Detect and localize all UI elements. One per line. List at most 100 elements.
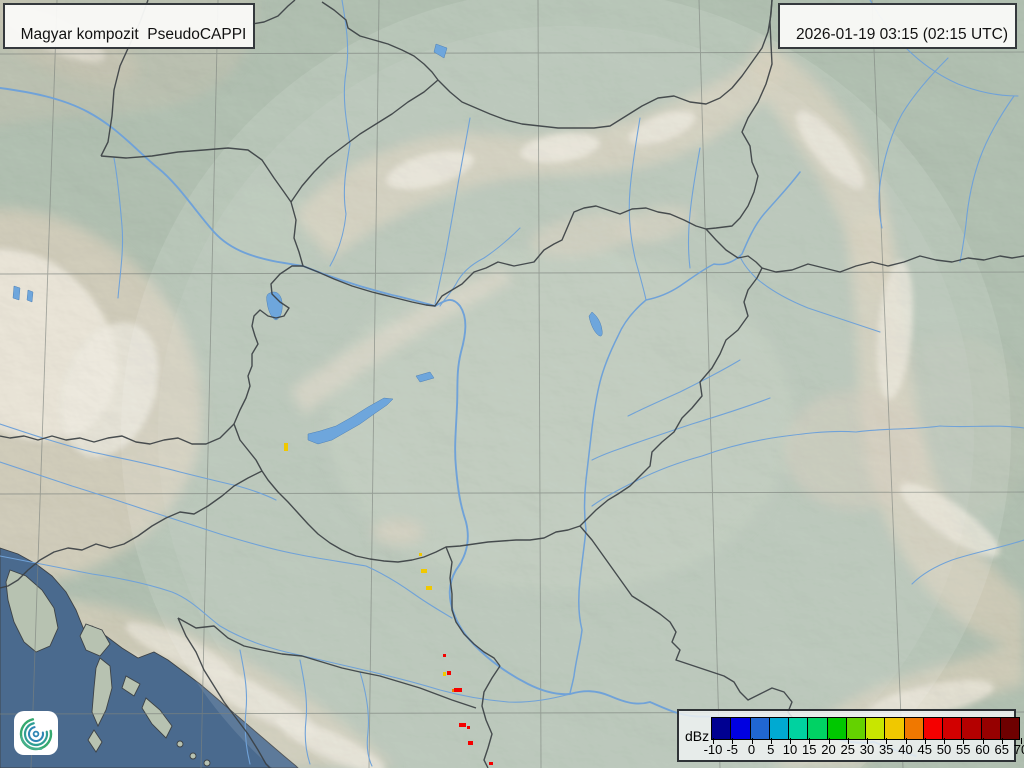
radar-coverage-circle (121, 0, 1011, 768)
hernad-river (628, 117, 647, 301)
lakes (12, 43, 603, 445)
legend-tick-label: 15 (802, 742, 817, 757)
legend-tick-mark (982, 738, 984, 744)
timestamp-label: 2026-01-19 03:15 (02:15 UTC) (796, 26, 1008, 43)
island (91, 657, 113, 728)
radar-echo (419, 553, 422, 556)
radar-echo (454, 688, 462, 692)
serbian-romanian-border (579, 525, 809, 727)
legend-tick-mark (886, 738, 888, 744)
island (189, 752, 197, 760)
legend-tick-mark (770, 738, 772, 744)
radar-echoes (284, 443, 493, 765)
istria-peninsula (5, 569, 59, 653)
legend-tick-mark (809, 738, 811, 744)
legend-color-cell (999, 717, 1020, 740)
siret-river (959, 95, 1015, 263)
radar-echo (284, 443, 288, 451)
legend-color-cell (730, 717, 751, 740)
czech-slovak-border (290, 79, 439, 203)
island (121, 675, 141, 697)
legend-color-cell (922, 717, 943, 740)
legend-tick-mark (713, 738, 714, 744)
legend-tick-label: 0 (747, 742, 756, 757)
legend-color-cell (749, 717, 770, 740)
lake-tisza (588, 311, 603, 337)
island (141, 697, 173, 739)
legend-tick-label: 40 (898, 742, 913, 757)
legend-tick-mark (847, 738, 849, 744)
legend-color-cell (884, 717, 905, 740)
adriatic-sea (0, 547, 299, 768)
radar-echo (467, 726, 470, 729)
legend-color-cell (768, 717, 789, 740)
ukrainian-romanian-border (761, 255, 1024, 273)
legend-tick-label: 10 (782, 742, 798, 757)
vrbas-river (299, 659, 311, 765)
lake-velence (415, 371, 435, 383)
legend-tick-label: 50 (936, 742, 952, 757)
legend-tick-label: -5 (726, 742, 739, 757)
island (79, 623, 111, 657)
lake-neusiedl (266, 291, 283, 321)
olt-river (911, 539, 1024, 585)
legend-tick-mark (924, 738, 926, 744)
legend-color-cell (845, 717, 866, 740)
legend-tick-label: 20 (821, 742, 836, 757)
legend-tick-mark (944, 738, 945, 744)
legend-tick-label: 55 (956, 742, 971, 757)
radar-echo (452, 689, 454, 692)
legend-tick-label: 60 (975, 742, 990, 757)
legend-color-cell (865, 717, 886, 740)
una-river (239, 649, 251, 765)
radar-coverage-inner-circle (158, 26, 974, 768)
legend-tick-label: 35 (879, 742, 894, 757)
czech-polish-border (251, 0, 439, 81)
croatian-bosnian-border (177, 617, 477, 709)
serbian-bosnian-border (481, 665, 501, 768)
radar-echo (426, 586, 432, 590)
austrian-slovenian-border (0, 423, 235, 445)
legend-color-cell (788, 717, 809, 740)
legend-colorbar (711, 717, 1020, 740)
legend-tick-mark (867, 738, 868, 744)
legend-color-cell (711, 717, 732, 740)
vah-river (329, 0, 351, 267)
radar-echo (443, 654, 446, 657)
alpine-lake (12, 285, 21, 301)
hungary-border (233, 205, 763, 563)
radar-echo (443, 672, 446, 676)
legend-tick-mark (790, 738, 791, 744)
legend-color-cell (807, 717, 828, 740)
mura-river (0, 423, 277, 501)
legend-tick-label: 25 (840, 742, 855, 757)
legend-tick-mark (751, 738, 753, 744)
ipoly-river (439, 227, 521, 307)
croatian-serbian-border (445, 546, 501, 667)
alpine-lake (26, 289, 34, 303)
legend-tick-label: 45 (917, 742, 932, 757)
legend-color-cell (903, 717, 924, 740)
legend-color-cell (826, 717, 847, 740)
koros-branch-river (627, 359, 741, 417)
hron-river (434, 117, 471, 305)
spiral-logo-icon (19, 718, 53, 751)
austrian-slovak-border (290, 201, 304, 267)
legend-tick-mark (963, 738, 965, 744)
maros-river (591, 425, 1024, 507)
legend-color-cell (980, 717, 1001, 740)
radar-coverage-area (121, 0, 1011, 768)
slovak-ukrainian-border (705, 0, 773, 230)
slovenian-croatian-border (0, 470, 263, 589)
radar-echo (447, 671, 451, 675)
legend-tick-mark (732, 738, 734, 744)
legend-tick-mark (905, 738, 907, 744)
prut-river (878, 57, 949, 229)
radar-echo (421, 569, 427, 573)
drava-river (0, 461, 453, 619)
legend-color-cell (961, 717, 982, 740)
